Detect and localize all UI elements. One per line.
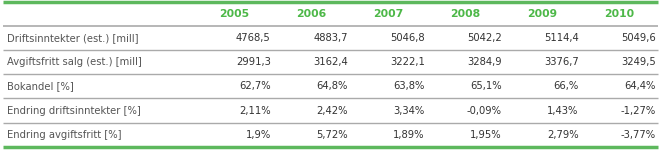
Text: 1,95%: 1,95% (470, 130, 501, 140)
Text: 3376,7: 3376,7 (544, 57, 579, 67)
Text: 2,11%: 2,11% (239, 106, 271, 116)
Text: 3162,4: 3162,4 (313, 57, 348, 67)
Text: 2010: 2010 (604, 9, 634, 18)
Text: 65,1%: 65,1% (470, 81, 501, 91)
Text: 3284,9: 3284,9 (467, 57, 501, 67)
Text: 2,79%: 2,79% (547, 130, 579, 140)
Text: 5042,2: 5042,2 (467, 33, 501, 43)
Text: 5114,4: 5114,4 (544, 33, 579, 43)
Text: 2,42%: 2,42% (316, 106, 348, 116)
Text: 2007: 2007 (373, 9, 403, 18)
Text: 63,8%: 63,8% (393, 81, 425, 91)
Text: 3,34%: 3,34% (393, 106, 425, 116)
Text: 2005: 2005 (219, 9, 249, 18)
Text: 64,4%: 64,4% (624, 81, 656, 91)
Text: Endring avgiftsfritt [%]: Endring avgiftsfritt [%] (7, 130, 121, 140)
Text: 3222,1: 3222,1 (390, 57, 425, 67)
Text: 2991,3: 2991,3 (236, 57, 271, 67)
Text: Driftsinntekter (est.) [mill]: Driftsinntekter (est.) [mill] (7, 33, 138, 43)
Text: 5,72%: 5,72% (316, 130, 348, 140)
Text: 1,9%: 1,9% (246, 130, 271, 140)
Text: -3,77%: -3,77% (621, 130, 656, 140)
Text: 66,%: 66,% (554, 81, 579, 91)
Text: 1,43%: 1,43% (548, 106, 579, 116)
Text: 2009: 2009 (527, 9, 558, 18)
Text: 4768,5: 4768,5 (236, 33, 271, 43)
Text: Endring driftsinntekter [%]: Endring driftsinntekter [%] (7, 106, 140, 116)
Text: 2008: 2008 (450, 9, 480, 18)
Text: 5049,6: 5049,6 (621, 33, 656, 43)
Text: 64,8%: 64,8% (316, 81, 348, 91)
Text: Bokandel [%]: Bokandel [%] (7, 81, 73, 91)
Text: 2006: 2006 (296, 9, 326, 18)
Text: 3249,5: 3249,5 (621, 57, 656, 67)
Text: 1,89%: 1,89% (393, 130, 425, 140)
Text: -0,09%: -0,09% (467, 106, 501, 116)
Text: 62,7%: 62,7% (239, 81, 271, 91)
Text: 4883,7: 4883,7 (313, 33, 348, 43)
Text: 5046,8: 5046,8 (390, 33, 425, 43)
Text: Avgiftsfritt salg (est.) [mill]: Avgiftsfritt salg (est.) [mill] (7, 57, 141, 67)
Text: -1,27%: -1,27% (621, 106, 656, 116)
